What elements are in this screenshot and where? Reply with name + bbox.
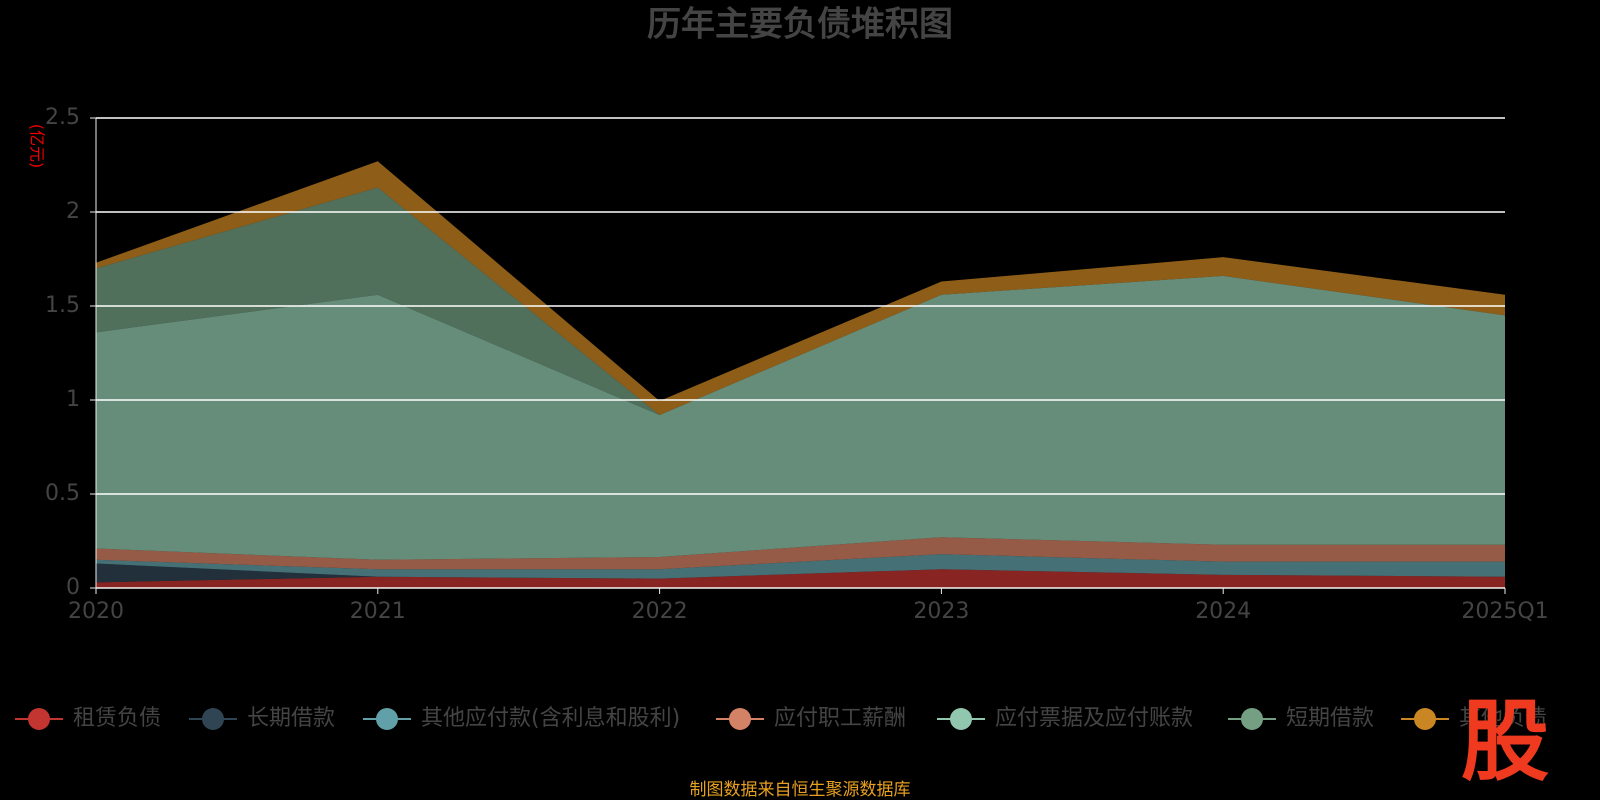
legend-marker	[28, 708, 50, 730]
area	[96, 275, 1505, 560]
x-tick-label: 2025Q1	[1461, 599, 1548, 624]
legend-label: 应付职工薪酬	[774, 706, 906, 731]
legend-marker	[950, 708, 972, 730]
legend-label: 其他负债	[1459, 706, 1547, 731]
legend: 租赁负债 长期借款 其他应付款(含利息和股利) 应付职工薪酬 应付票据及应付账款 短期借款…	[15, 706, 1547, 731]
chart-title: 历年主要负债堆积图	[647, 5, 953, 45]
source-note: 制图数据来自恒生聚源数据库	[690, 780, 911, 800]
legend-label: 其他应付款(含利息和股利)	[421, 706, 680, 731]
x-tick-label: 2022	[632, 599, 688, 624]
area	[96, 569, 1505, 588]
watermark: 股	[1461, 690, 1549, 793]
area	[96, 537, 1505, 570]
y-tick-label: 1.5	[45, 293, 80, 318]
legend-marker	[202, 708, 224, 730]
y-unit: (亿元)	[28, 124, 47, 169]
y-tick-label: 1	[66, 387, 80, 412]
legend-label: 短期借款	[1286, 706, 1374, 731]
legend-marker	[1414, 708, 1436, 730]
legend-label: 租赁负债	[73, 706, 161, 731]
y-tick-label: 0.5	[45, 481, 80, 506]
legend-label: 应付票据及应付账款	[995, 706, 1193, 731]
y-tick-label: 0	[66, 575, 80, 600]
x-tick-label: 2023	[913, 599, 969, 624]
area	[96, 554, 1505, 579]
area	[96, 161, 1505, 416]
legend-marker	[1241, 708, 1263, 730]
plot-area: 0 0.5 1 1.5 2 2.5 2020 2021 2022 2023 2024 2025Q1	[45, 105, 1549, 624]
x-tick-label: 2024	[1195, 599, 1251, 624]
y-tick-label: 2	[66, 199, 80, 224]
y-tick-label: 2.5	[45, 105, 80, 130]
x-tick-label: 2020	[68, 599, 124, 624]
legend-label: 长期借款	[247, 706, 335, 731]
x-tick-label: 2021	[350, 599, 406, 624]
legend-marker	[729, 708, 751, 730]
legend-marker	[376, 708, 398, 730]
